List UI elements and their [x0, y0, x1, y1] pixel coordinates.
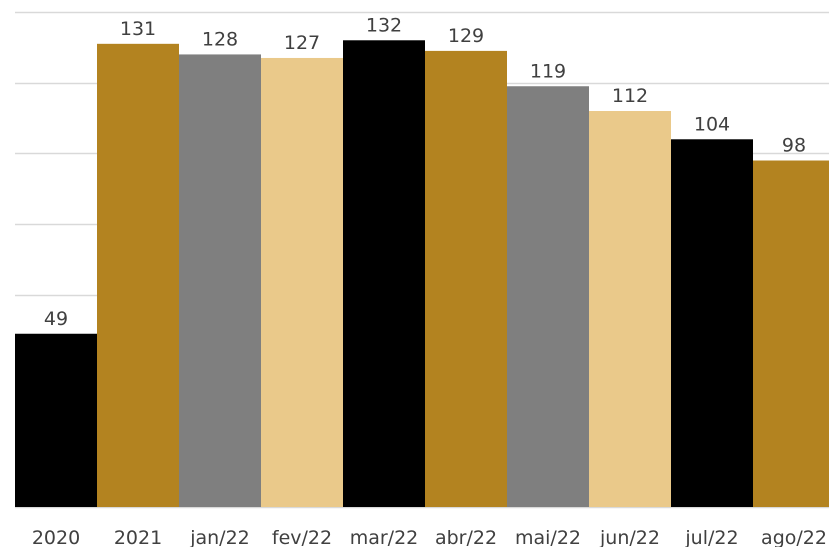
data-label-2020: 49: [44, 308, 68, 330]
bar-ago-22: [753, 160, 829, 507]
tick-label-ago-22: ago/22: [761, 527, 827, 547]
data-label-abr-22: 129: [448, 25, 484, 47]
bar-abr-22: [425, 50, 507, 508]
tick-label-mai-22: mai/22: [515, 527, 581, 547]
data-label-fev-22: 127: [284, 32, 320, 54]
data-label-mar-22: 132: [366, 14, 402, 36]
tick-label-2021: 2021: [114, 527, 162, 547]
data-label-mai-22: 119: [530, 60, 566, 82]
bar-mai-22: [507, 86, 589, 507]
bar-jul-22: [671, 139, 753, 508]
data-label-jul-22: 104: [694, 113, 730, 135]
tick-label-abr-22: abr/22: [435, 527, 497, 547]
tick-label-jun-22: jun/22: [599, 527, 660, 547]
bar-fev-22: [261, 57, 343, 507]
tick-label-mar-22: mar/22: [350, 527, 419, 547]
bars: [15, 40, 829, 508]
tick-label-2020: 2020: [32, 527, 80, 547]
bar-2020: [15, 333, 97, 507]
data-labels: 49 131 128 127 132 129 119 112 104 98: [44, 14, 806, 329]
tick-label-jul-22: jul/22: [684, 527, 738, 547]
data-label-ago-22: 98: [782, 135, 806, 157]
bar-jan-22: [179, 54, 261, 508]
data-label-2021: 131: [120, 18, 156, 40]
tick-label-jan-22: jan/22: [189, 527, 250, 547]
x-axis-tick-labels: 2020 2021 jan/22 fev/22 mar/22 abr/22 mai/22 ju…: [32, 527, 827, 547]
data-label-jan-22: 128: [202, 28, 238, 50]
bar-jun-22: [589, 111, 671, 507]
data-label-jun-22: 112: [612, 85, 648, 107]
tick-label-fev-22: fev/22: [272, 527, 332, 547]
bar-mar-22: [343, 40, 425, 508]
bar-2021: [97, 43, 179, 507]
